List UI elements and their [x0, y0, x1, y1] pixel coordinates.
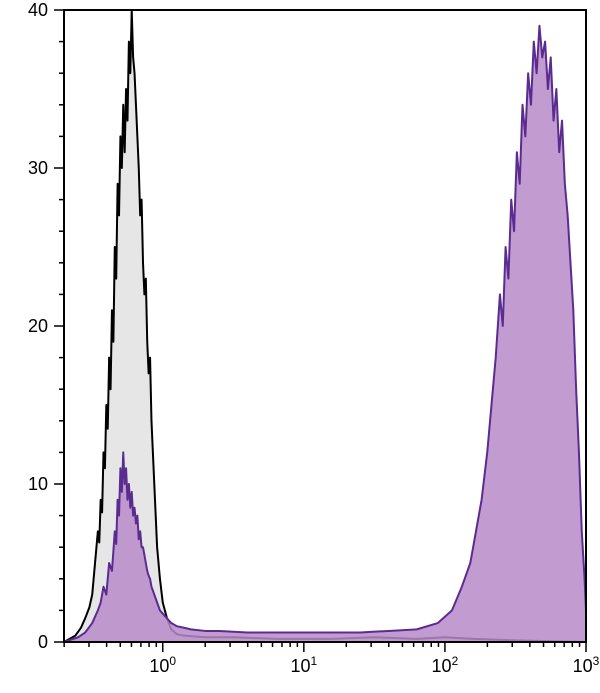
- y-tick-label: 40: [28, 0, 48, 20]
- chart-svg: 0 10 20 30 40 100 101 102 103: [0, 0, 600, 693]
- x-tick-label: 101: [290, 654, 317, 676]
- y-tick-label: 20: [28, 316, 48, 336]
- x-tick-label: 100: [149, 654, 176, 676]
- y-tick-label: 10: [28, 474, 48, 494]
- x-tick-label: 103: [573, 654, 600, 676]
- y-tick-label: 30: [28, 158, 48, 178]
- y-tick-label: 0: [38, 632, 48, 652]
- flow-cytometry-histogram: 0 10 20 30 40 100 101 102 103: [0, 0, 600, 693]
- x-tick-label: 102: [432, 654, 459, 676]
